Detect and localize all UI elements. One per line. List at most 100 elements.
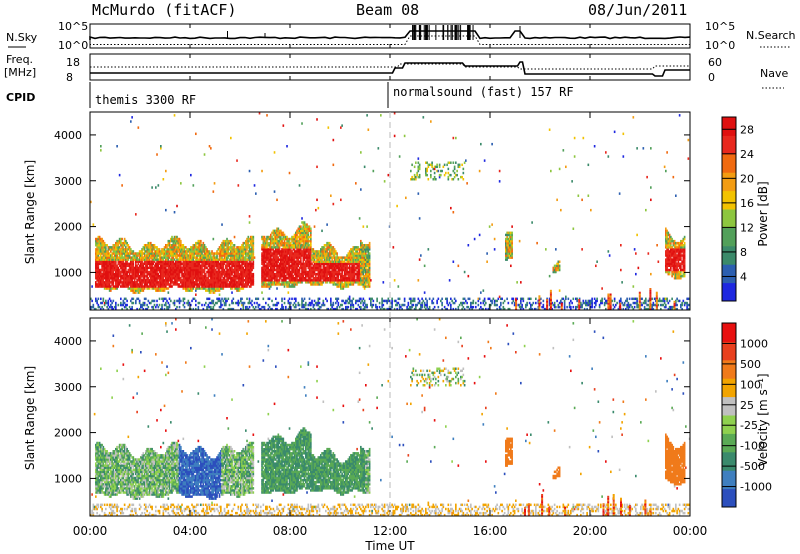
range-gate-cell <box>261 235 263 239</box>
range-gate-cell <box>295 246 297 249</box>
range-gate-cell <box>310 235 312 239</box>
range-gate-cell <box>305 266 307 270</box>
range-gate-cell <box>130 248 132 251</box>
range-gate-cell <box>126 299 128 303</box>
range-gate-cell <box>185 246 187 249</box>
range-gate-cell <box>232 270 235 274</box>
range-gate-cell <box>135 254 137 257</box>
range-gate-cell <box>150 250 152 253</box>
range-gate-cell <box>105 250 107 253</box>
range-gate-cell <box>131 297 133 301</box>
range-gate-cell <box>167 287 170 290</box>
range-gate-cell <box>230 281 232 284</box>
range-gate-cell <box>262 239 265 243</box>
range-gate-cell <box>127 274 130 278</box>
range-gate-cell <box>188 256 191 259</box>
range-gate-cell <box>235 287 237 290</box>
range-gate-cell <box>285 250 287 253</box>
range-gate-cell <box>137 279 140 282</box>
range-gate-cell <box>150 281 152 284</box>
range-gate-cell <box>280 237 282 241</box>
range-gate-cell <box>281 305 283 309</box>
range-gate-cell <box>105 266 107 270</box>
range-gate-cell <box>270 254 272 257</box>
range-gate-cell <box>221 248 223 251</box>
range-gate-cell <box>187 285 190 288</box>
range-gate-cell <box>240 307 242 311</box>
range-gate-cell <box>127 246 130 249</box>
range-gate-cell <box>195 258 197 261</box>
range-gate-cell <box>111 279 113 282</box>
range-gate-cell <box>261 279 263 282</box>
range-gate-cell <box>191 270 193 274</box>
range-gate-cell <box>125 279 127 282</box>
range-gate-cell <box>273 233 276 237</box>
range-gate-cell <box>112 262 115 266</box>
range-gate-cell <box>228 266 231 270</box>
range-gate-cell <box>172 268 175 272</box>
range-gate-cell <box>121 268 123 272</box>
range-gate-cell <box>222 260 225 263</box>
range-gate-cell <box>90 297 92 301</box>
range-gate-cell <box>95 256 97 259</box>
range-gate-cell <box>263 254 266 257</box>
range-gate-cell <box>217 264 220 268</box>
range-gate-cell <box>160 272 162 276</box>
range-gate-cell <box>117 277 120 280</box>
range-gate-cell <box>187 274 190 278</box>
range-gate-cell <box>191 283 193 286</box>
range-gate-cell <box>176 270 178 274</box>
range-gate-cell <box>112 285 115 288</box>
range-gate-cell <box>248 248 251 251</box>
range-gate-cell <box>133 258 136 261</box>
range-gate-cell <box>112 250 115 253</box>
range-gate-cell <box>276 233 278 237</box>
range-gate-cell <box>236 281 238 284</box>
range-gate-cell <box>282 268 285 272</box>
range-gate-cell <box>157 274 160 278</box>
range-gate-cell <box>186 260 188 263</box>
range-gate-cell <box>208 301 211 305</box>
range-gate-cell <box>207 297 210 301</box>
range-gate-cell <box>182 281 185 284</box>
range-gate-cell <box>242 303 245 307</box>
range-gate-cell <box>113 256 116 259</box>
range-gate-cell <box>221 244 223 247</box>
range-gate-cell <box>91 285 93 288</box>
range-gate-cell <box>141 279 143 282</box>
range-gate-cell <box>207 289 210 292</box>
range-gate-cell <box>191 262 193 266</box>
range-gate-cell <box>223 244 226 247</box>
range-gate-cell <box>212 307 215 311</box>
range-gate-cell <box>258 112 261 115</box>
range-gate-cell <box>291 283 293 286</box>
range-gate-cell <box>100 272 102 276</box>
range-gate-cell <box>267 281 270 284</box>
range-gate-cell <box>213 182 216 185</box>
range-gate-cell <box>128 248 131 251</box>
range-gate-cell <box>163 289 166 292</box>
range-gate-cell <box>100 252 102 255</box>
range-gate-cell <box>203 279 206 282</box>
range-gate-cell <box>127 268 130 272</box>
range-gate-cell <box>270 248 272 251</box>
range-gate-cell <box>265 246 267 249</box>
range-gate-cell <box>271 299 273 303</box>
range-gate-cell <box>148 241 151 245</box>
range-gate-cell <box>123 274 126 278</box>
range-gate-cell <box>215 281 217 284</box>
range-gate-cell <box>231 272 233 276</box>
range-gate-cell <box>211 279 213 282</box>
range-gate-cell <box>270 270 272 274</box>
range-gate-cell <box>178 268 181 272</box>
range-gate-cell <box>205 252 207 255</box>
range-gate-cell <box>236 301 238 305</box>
range-gate-cell <box>288 241 291 245</box>
range-gate-cell <box>100 239 102 243</box>
range-gate-cell <box>116 281 118 284</box>
range-gate-cell <box>161 287 163 290</box>
range-gate-cell <box>168 260 171 263</box>
range-gate-cell <box>232 297 235 301</box>
range-gate-cell <box>236 285 238 288</box>
range-gate-cell <box>281 270 283 274</box>
